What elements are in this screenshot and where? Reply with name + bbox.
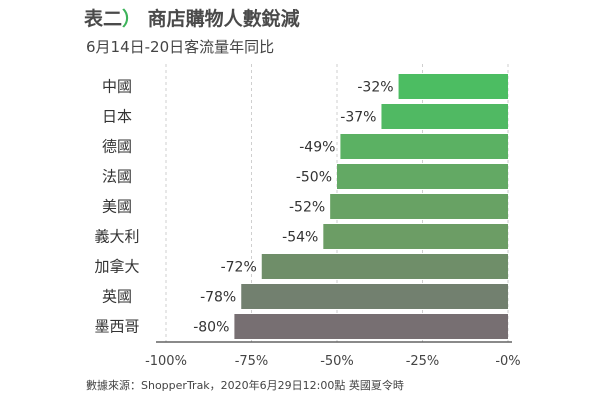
category-label-3: 法國 [102,168,132,186]
value-label-1: -37% [340,110,376,126]
x-tick-label-3: -25% [406,354,440,369]
title-paren: ） [122,8,142,30]
category-label-2: 德國 [102,138,132,156]
value-label-0: -32% [357,80,393,96]
x-tick-label-0: -100% [145,354,187,369]
category-label-4: 美國 [102,198,132,216]
bar-0 [398,74,508,99]
x-tick-label-2: -50% [320,354,354,369]
bar-1 [381,104,508,129]
value-label-2: -49% [299,140,335,156]
x-tick-label-1: -75% [235,354,269,369]
value-label-3: -50% [296,170,332,186]
value-label-5: -54% [282,230,318,246]
x-tick-label-4: -0% [495,354,520,369]
table-number: 表二 [84,8,123,30]
source-note: 數據來源：ShopperTrak，2020年6月29日12:00點 英國夏令時 [86,379,404,392]
bar-6 [261,254,508,279]
bar-5 [323,224,508,249]
value-label-4: -52% [289,200,325,216]
category-label-0: 中國 [102,78,132,96]
category-label-1: 日本 [102,108,132,126]
value-label-8: -80% [193,320,229,336]
category-label-6: 加拿大 [94,258,139,276]
chart-title: 表二） 商店購物人數銳減 [84,4,300,31]
chart-subtitle: 6月14日-20日客流量年同比 [86,38,275,56]
category-label-5: 義大利 [94,228,139,246]
bar-8 [234,314,508,339]
bar-4 [330,194,508,219]
bar-3 [337,164,508,189]
value-label-6: -72% [221,260,257,276]
bar-7 [241,284,509,309]
category-label-7: 英國 [102,288,132,306]
category-label-8: 墨西哥 [94,318,139,336]
value-label-7: -78% [200,290,236,306]
bar-2 [340,134,508,159]
title-text: 商店購物人數銳減 [147,8,300,30]
